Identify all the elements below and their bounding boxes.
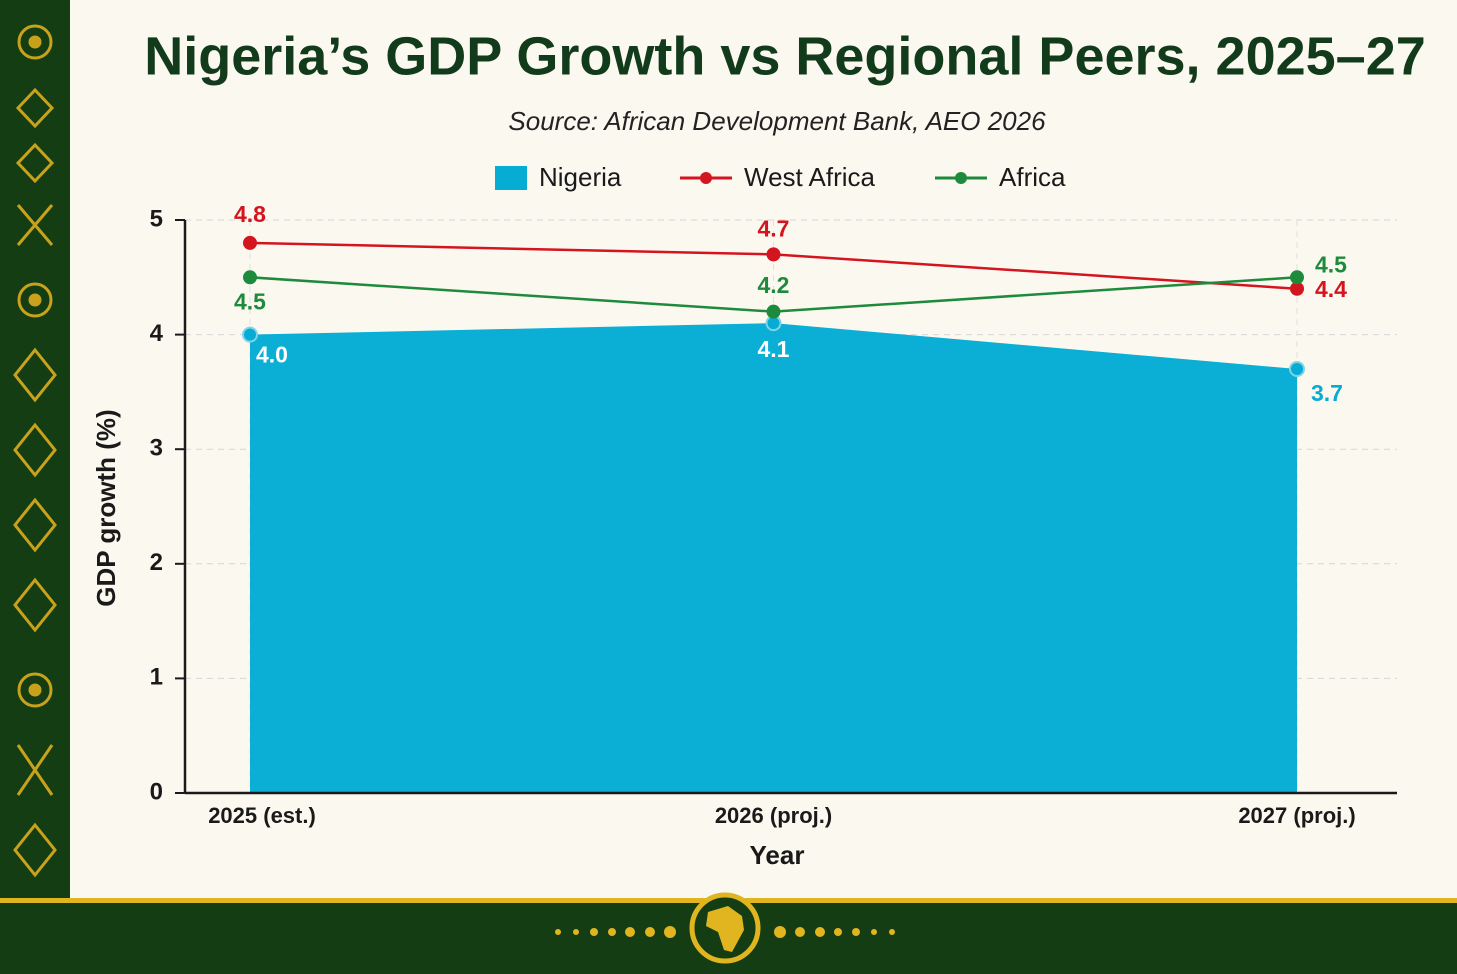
legend-item: West Africa [680, 162, 876, 192]
marker [766, 247, 781, 262]
legend-label: West Africa [744, 162, 876, 192]
area [250, 323, 1297, 793]
y-tick-label: 3 [150, 435, 163, 462]
y-tick-label: 5 [150, 205, 163, 232]
legend-label: Nigeria [539, 162, 622, 192]
data-label: 4.5 [234, 288, 266, 314]
marker [243, 270, 257, 285]
y-tick-label: 1 [150, 664, 163, 691]
x-tick-label: 2027 (proj.) [1238, 803, 1355, 828]
marker [243, 235, 257, 250]
y-tick-label: 4 [150, 320, 164, 347]
data-label: 4.7 [758, 215, 790, 241]
data-label: 4.8 [234, 201, 266, 227]
data-label: 4.5 [1315, 251, 1347, 277]
chart-subtitle: Source: African Development Bank, AEO 20… [508, 106, 1046, 136]
y-tick-label: 2 [150, 549, 163, 576]
y-axis-title: GDP growth (%) [91, 409, 121, 606]
marker [1290, 281, 1304, 296]
data-label: 3.7 [1311, 380, 1343, 406]
marker [766, 304, 781, 319]
legend-item: Africa [935, 162, 1066, 192]
legend-swatch-marker [700, 172, 712, 184]
legend-swatch [495, 166, 527, 190]
chart-title: Nigeria’s GDP Growth vs Regional Peers, … [144, 26, 1426, 86]
y-tick-label: 0 [150, 778, 163, 805]
left-border [0, 0, 70, 900]
marker [242, 326, 258, 343]
marker [1290, 270, 1304, 285]
data-label: 4.4 [1315, 276, 1347, 302]
data-label: 4.0 [256, 342, 288, 368]
marker [1289, 360, 1305, 377]
data-label: 4.2 [758, 272, 790, 298]
bottom-border [0, 892, 1457, 974]
x-tick-label: 2025 (est.) [208, 803, 316, 828]
x-tick-label: 2026 (proj.) [715, 803, 832, 828]
legend-label: Africa [999, 162, 1066, 192]
x-axis-title: Year [750, 840, 805, 870]
data-label: 4.1 [758, 336, 790, 362]
legend-item: Nigeria [495, 162, 622, 192]
legend-swatch-marker [955, 172, 967, 184]
